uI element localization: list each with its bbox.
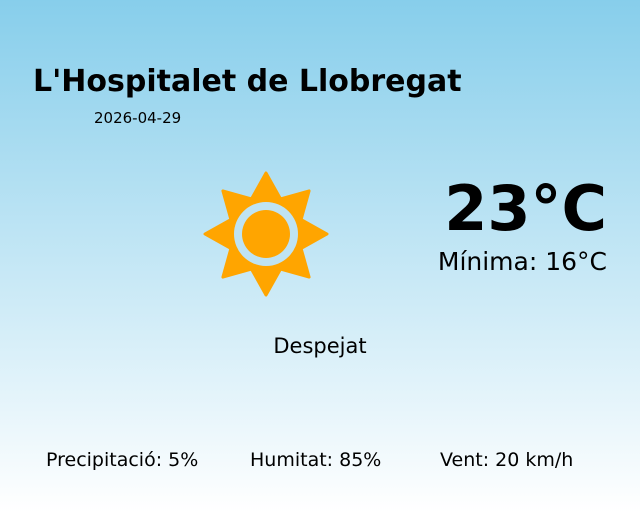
wind: Vent: 20 km/h [440, 449, 574, 471]
sun-icon [203, 171, 329, 297]
city-title: L'Hospitalet de Llobregat [33, 64, 462, 99]
date: 2026-04-29 [94, 109, 182, 127]
condition: Despejat [273, 334, 367, 358]
minimum-temperature: Mínima: 16°C [437, 247, 607, 276]
humidity: Humitat: 85% [250, 449, 382, 471]
precipitation: Precipitació: 5% [46, 449, 199, 471]
temperature: 23°C [444, 172, 607, 245]
